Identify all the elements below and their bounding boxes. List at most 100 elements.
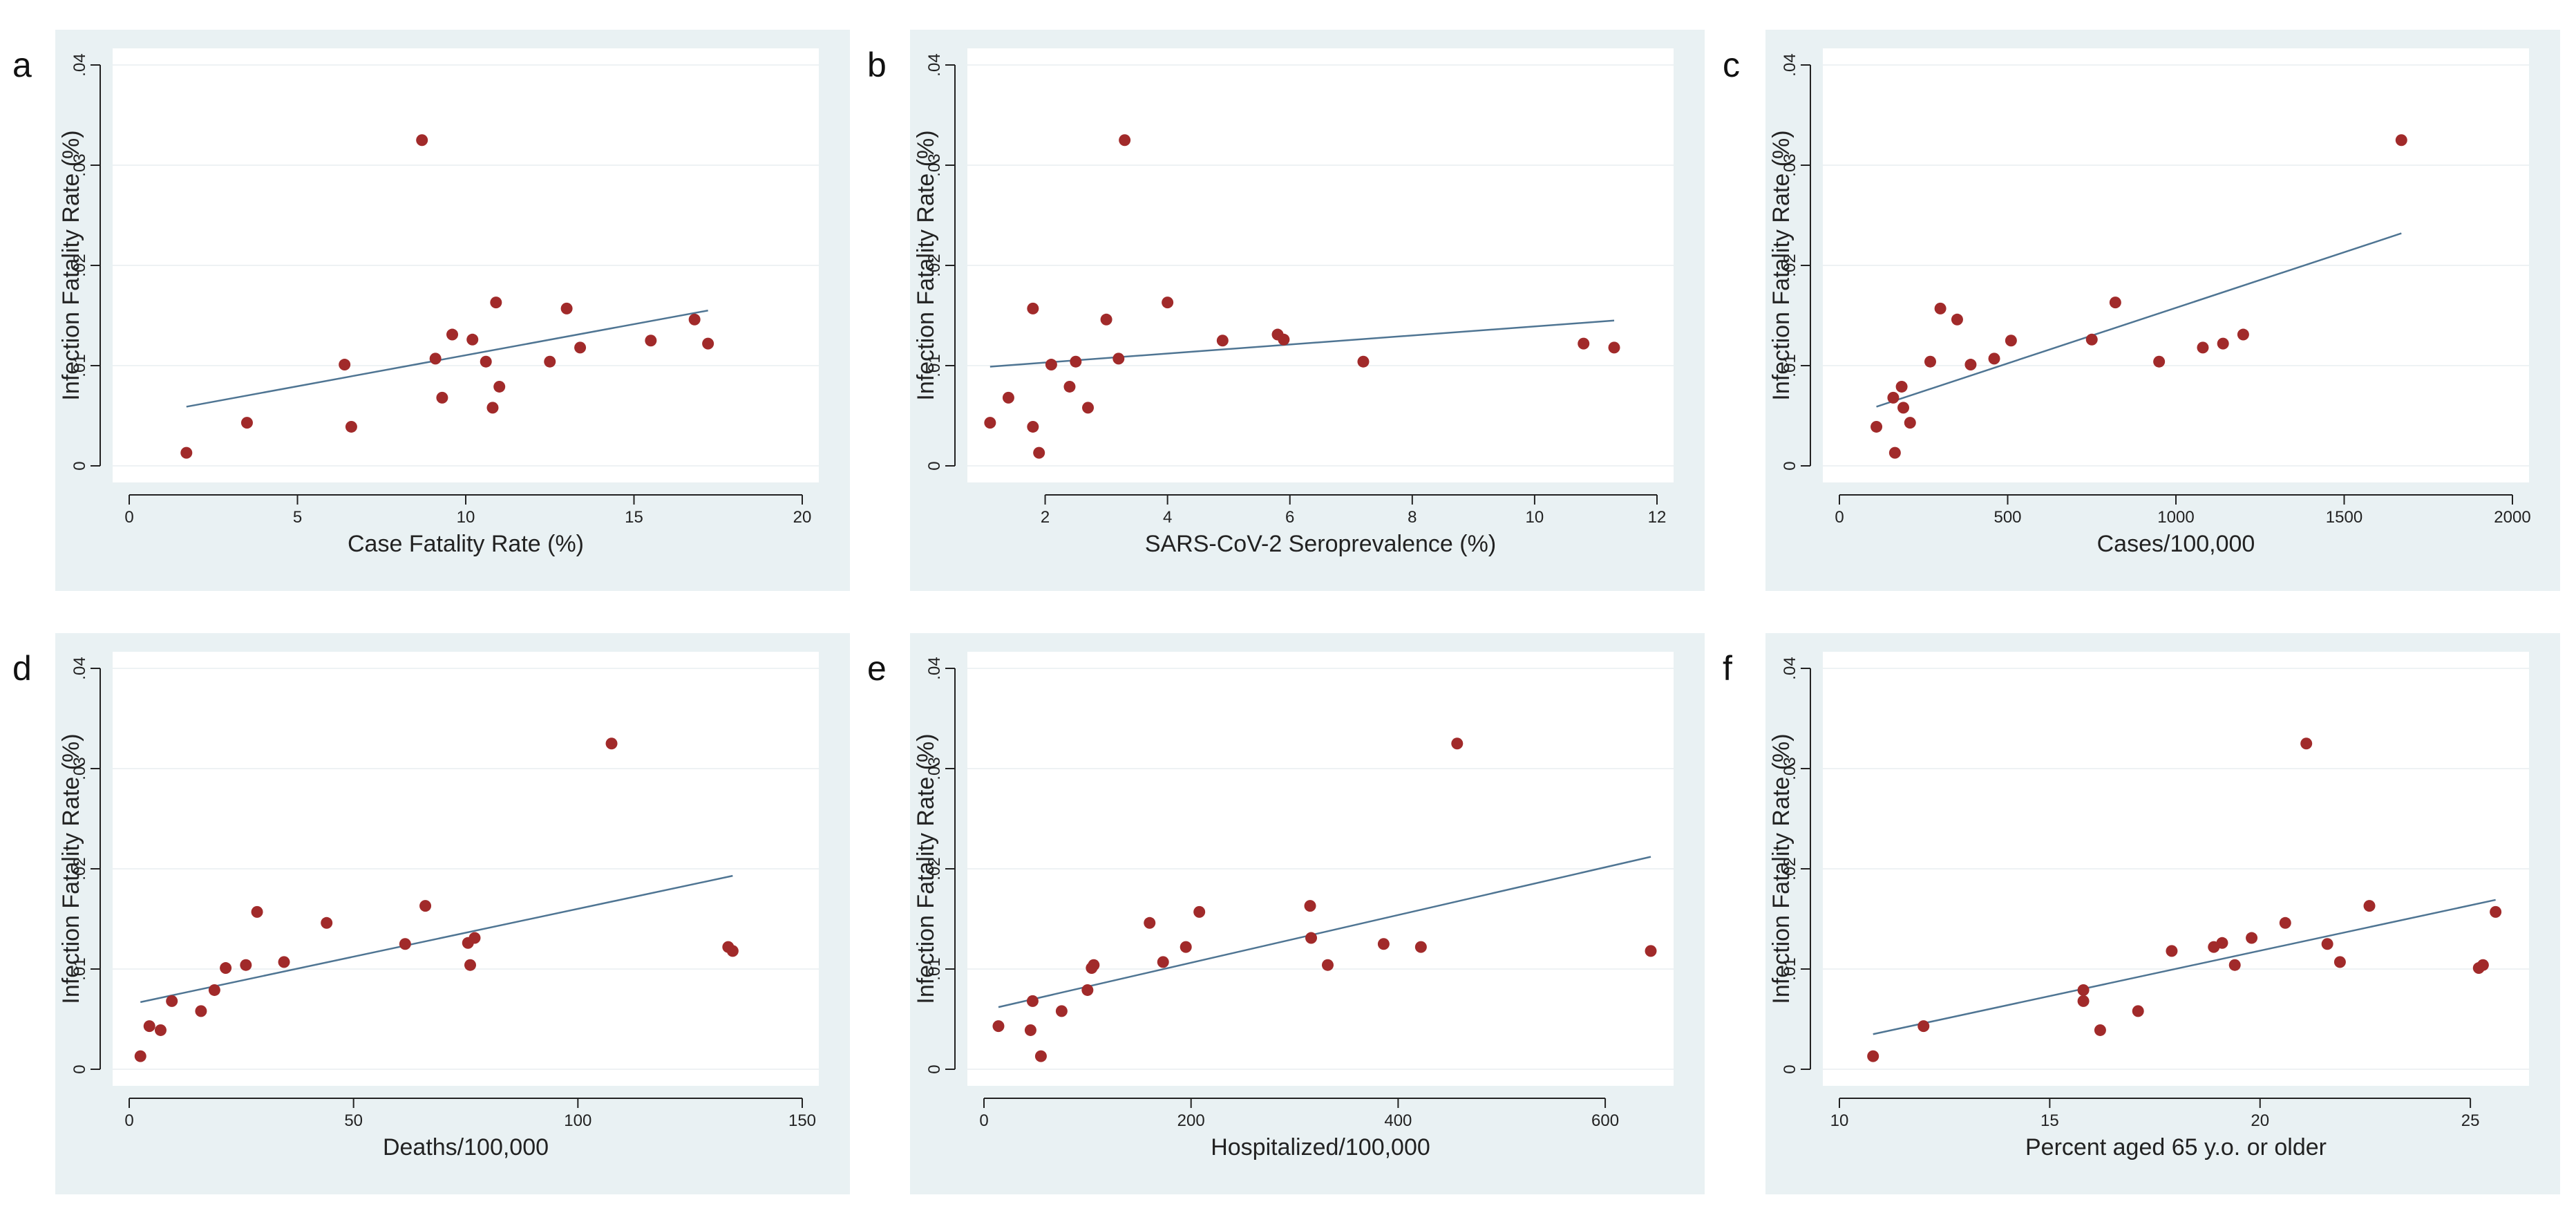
data-point — [2085, 333, 2098, 346]
chart-panel-d: d 0 .01 .02 .03 .04 0 50 100 150 Deaths/100,000 Inf… — [12, 633, 850, 1194]
data-point — [1951, 313, 1963, 326]
data-point — [1119, 134, 1131, 147]
data-point — [1924, 355, 1936, 368]
data-point — [1305, 932, 1318, 944]
y-tick-label: .01 — [70, 957, 89, 980]
data-point — [2490, 905, 2502, 918]
x-tick-label: 50 — [344, 1111, 363, 1130]
data-point — [419, 900, 432, 912]
data-point — [143, 1020, 155, 1033]
data-point — [645, 335, 657, 347]
data-point — [1063, 380, 1076, 393]
data-point — [992, 1020, 1005, 1033]
y-tick-label: .02 — [925, 254, 944, 276]
x-tick-label: 600 — [1591, 1111, 1619, 1130]
data-point — [2077, 995, 2090, 1007]
data-point — [1871, 420, 1883, 433]
x-tick-label: 15 — [625, 508, 643, 527]
data-point — [1027, 302, 1039, 314]
data-point — [1988, 352, 2000, 365]
data-point — [345, 420, 357, 433]
y-tick-label: .01 — [70, 354, 89, 377]
data-point — [1321, 959, 1334, 971]
scatter-chart: 0 .01 .02 .03 .04 0 5 10 15 20 Case Fatality Rate … — [55, 30, 850, 591]
data-point — [2476, 959, 2489, 971]
data-point — [2363, 900, 2376, 912]
x-tick-label: 1000 — [2157, 508, 2194, 527]
fit-line — [998, 856, 1651, 1008]
data-point — [1888, 446, 1901, 459]
data-point — [1162, 297, 1174, 309]
panel-letter: e — [867, 649, 887, 688]
x-tick-label: 15 — [2040, 1111, 2059, 1130]
panel-letter: b — [867, 46, 887, 84]
data-point — [1645, 945, 1657, 957]
data-point — [399, 938, 411, 950]
data-point — [208, 984, 220, 996]
y-tick-label: .02 — [70, 857, 89, 880]
data-point — [1034, 1050, 1047, 1062]
data-point — [1904, 417, 1916, 429]
data-point — [180, 446, 193, 459]
data-point — [2395, 134, 2407, 147]
data-point — [1070, 355, 1082, 368]
data-point — [2300, 737, 2313, 750]
data-point — [1027, 420, 1039, 433]
data-point — [605, 737, 618, 750]
data-point — [1082, 402, 1095, 414]
data-point — [134, 1050, 146, 1062]
data-point — [1112, 352, 1125, 365]
chart-panel-c: c 0 .01 .02 .03 .04 0 500 1000 1500 2000 Cases/100,… — [1723, 30, 2560, 591]
data-point — [436, 391, 448, 404]
data-point — [1180, 941, 1192, 953]
data-point — [240, 959, 252, 971]
x-tick-label: 200 — [1177, 1111, 1205, 1130]
y-tick-label: 0 — [70, 461, 89, 470]
data-point — [466, 333, 479, 346]
data-point — [574, 341, 587, 354]
data-point — [2279, 916, 2291, 929]
data-point — [2333, 956, 2346, 968]
y-axis-title: Infection Fatality Rate (%) — [58, 733, 84, 1004]
fit-line — [1873, 899, 2496, 1035]
panel-letter: f — [1723, 649, 1732, 688]
data-point — [1278, 333, 1290, 346]
x-tick-label: 400 — [1384, 1111, 1412, 1130]
y-tick-label: .03 — [70, 153, 89, 176]
y-axis-title: Infection Fatality Rate (%) — [1768, 733, 1794, 1004]
data-point — [560, 302, 573, 314]
data-point — [2132, 1005, 2144, 1017]
data-point — [1193, 905, 1206, 918]
data-point — [195, 1005, 207, 1017]
y-tick-label: .04 — [1781, 657, 1799, 679]
y-tick-label: .01 — [1781, 957, 1799, 980]
chart-panel-e: e 0 .01 .02 .03 .04 0 200 400 600 Hospitalized/100… — [867, 633, 1705, 1194]
data-point — [1867, 1050, 1879, 1062]
x-tick-label: 0 — [124, 1111, 133, 1130]
y-tick-label: 0 — [1781, 461, 1799, 470]
data-point — [2197, 341, 2209, 354]
x-tick-label: 10 — [1526, 508, 1544, 527]
data-point — [480, 355, 492, 368]
y-tick-label: .02 — [925, 857, 944, 880]
data-point — [490, 297, 502, 309]
y-tick-label: .03 — [70, 757, 89, 780]
data-point — [278, 956, 290, 968]
data-point — [493, 380, 506, 393]
data-point — [1088, 959, 1100, 971]
panel-letter: c — [1723, 46, 1740, 84]
x-tick-label: 0 — [124, 508, 133, 527]
data-point — [1357, 355, 1370, 368]
data-point — [1055, 1005, 1068, 1017]
y-tick-label: .04 — [70, 657, 89, 679]
data-point — [1964, 359, 1977, 371]
data-point — [1033, 446, 1045, 459]
data-point — [1934, 302, 1947, 314]
data-point — [2228, 959, 2241, 971]
data-point — [2216, 937, 2228, 949]
data-point — [1100, 313, 1112, 326]
x-tick-label: 6 — [1285, 508, 1294, 527]
y-tick-label: .04 — [70, 53, 89, 76]
y-axis-title: Infection Fatality Rate (%) — [913, 130, 939, 400]
